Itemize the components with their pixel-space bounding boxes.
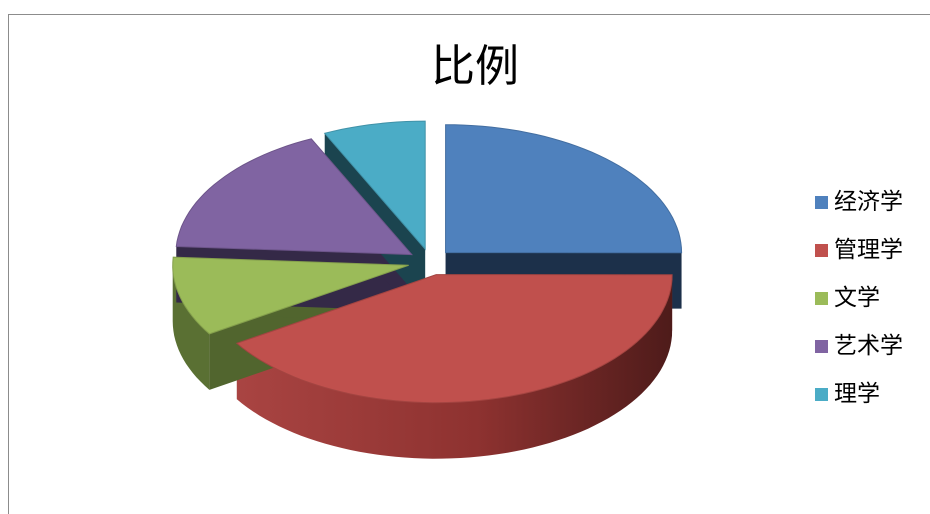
- legend-label: 文学: [834, 285, 880, 311]
- slice-3-top: [172, 256, 409, 335]
- legend-label: 管理学: [834, 237, 903, 263]
- legend-swatch: [815, 388, 828, 401]
- legend-swatch: [815, 244, 828, 257]
- legend-item: 文学: [815, 283, 927, 331]
- pie-chart: [172, 120, 683, 459]
- legend-item: 管理学: [815, 235, 927, 283]
- legend-label: 经济学: [834, 189, 903, 215]
- legend-label: 理学: [834, 381, 880, 407]
- legend-swatch: [815, 196, 828, 209]
- slice-1-top: [445, 124, 683, 254]
- slice-4-top: [175, 138, 413, 256]
- chart-title: 比例: [431, 41, 519, 92]
- legend-label: 艺术学: [834, 333, 903, 359]
- slice-2-side: [236, 274, 673, 459]
- legend-item: 经济学: [815, 187, 927, 235]
- legend-item: 艺术学: [815, 331, 927, 379]
- legend-item: 理学: [815, 379, 927, 427]
- slice-5-top: [323, 120, 426, 251]
- slice-2-top: [235, 274, 673, 404]
- slice-3-side: [172, 265, 210, 390]
- legend-swatch: [815, 340, 828, 353]
- legend-swatch: [815, 292, 828, 305]
- legend: 经济学管理学文学艺术学理学: [815, 187, 927, 427]
- chart-frame: [8, 14, 930, 514]
